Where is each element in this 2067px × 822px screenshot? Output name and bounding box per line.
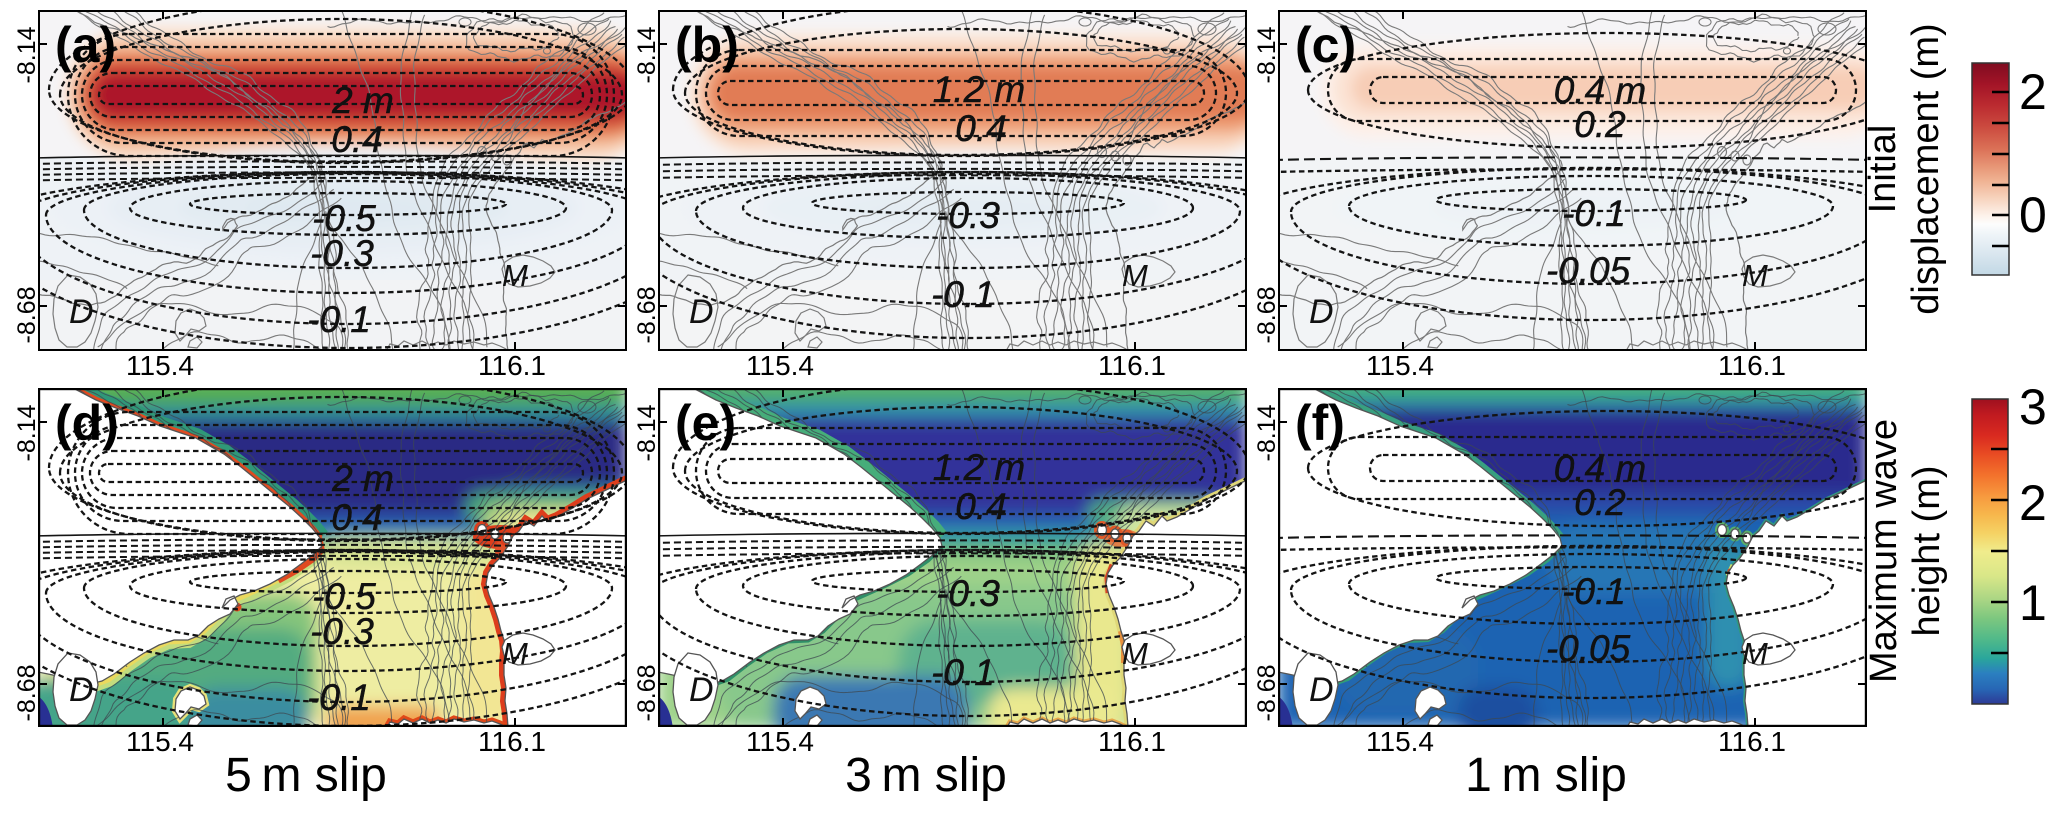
svg-text:0: 0 [2019, 187, 2047, 243]
svg-text:(c): (c) [1295, 17, 1356, 73]
svg-text:-0.1: -0.1 [931, 274, 995, 315]
svg-text:-8.14: -8.14 [633, 404, 661, 461]
svg-text:M: M [502, 258, 528, 293]
svg-text:1: 1 [2019, 575, 2047, 631]
svg-text:(a): (a) [55, 17, 116, 73]
svg-text:3 m slip: 3 m slip [845, 749, 1007, 802]
svg-text:-8.14: -8.14 [1253, 26, 1281, 83]
svg-text:-0.3: -0.3 [936, 195, 1000, 236]
svg-text:1 m slip: 1 m slip [1465, 749, 1627, 802]
svg-text:116.1: 116.1 [1718, 350, 1786, 381]
svg-text:(d): (d) [55, 395, 119, 451]
svg-text:2 m: 2 m [331, 458, 394, 499]
svg-text:0.4 m: 0.4 m [1554, 70, 1647, 111]
svg-text:115.4: 115.4 [746, 350, 814, 381]
svg-text:M: M [502, 636, 528, 671]
svg-text:116.1: 116.1 [1718, 726, 1786, 757]
svg-text:2 m: 2 m [331, 80, 394, 121]
svg-text:-8.68: -8.68 [1253, 665, 1281, 722]
svg-text:116.1: 116.1 [1098, 726, 1166, 757]
svg-text:115.4: 115.4 [1366, 350, 1434, 381]
svg-text:0.4: 0.4 [955, 108, 1006, 149]
svg-text:-8.68: -8.68 [13, 665, 41, 722]
svg-text:(f): (f) [1295, 395, 1345, 451]
svg-text:-0.1: -0.1 [1562, 193, 1626, 234]
svg-text:0.4: 0.4 [955, 486, 1006, 527]
svg-text:116.1: 116.1 [478, 350, 546, 381]
svg-text:0.2: 0.2 [1574, 482, 1626, 523]
svg-text:(e): (e) [675, 395, 736, 451]
svg-text:M: M [1122, 636, 1148, 671]
svg-text:M: M [1742, 258, 1768, 293]
svg-text:Initial: Initial [1862, 125, 1904, 214]
svg-text:-0.1: -0.1 [1562, 571, 1626, 612]
svg-text:0.4: 0.4 [331, 497, 382, 538]
svg-text:-0.5: -0.5 [312, 576, 376, 617]
svg-text:-0.3: -0.3 [310, 233, 374, 274]
svg-text:0.4: 0.4 [331, 119, 382, 160]
svg-text:-0.1: -0.1 [307, 677, 371, 718]
svg-text:(b): (b) [675, 17, 739, 73]
svg-text:height (m): height (m) [1906, 465, 1948, 636]
svg-text:-8.68: -8.68 [13, 287, 41, 344]
svg-text:-0.1: -0.1 [307, 299, 371, 340]
svg-text:-8.68: -8.68 [633, 287, 661, 344]
svg-text:D: D [1309, 671, 1334, 709]
svg-text:2: 2 [2019, 64, 2047, 120]
svg-text:115.4: 115.4 [126, 726, 194, 757]
svg-text:D: D [689, 293, 714, 331]
svg-text:displacement (m): displacement (m) [1905, 23, 1947, 314]
svg-text:Maximum wave: Maximum wave [1863, 419, 1905, 683]
svg-text:D: D [689, 671, 714, 709]
svg-text:-0.05: -0.05 [1546, 628, 1631, 669]
svg-text:1.2 m: 1.2 m [933, 447, 1026, 488]
svg-text:-0.3: -0.3 [936, 573, 1000, 614]
svg-text:-8.14: -8.14 [1253, 404, 1281, 461]
svg-text:D: D [1309, 293, 1334, 331]
svg-text:116.1: 116.1 [478, 726, 546, 757]
svg-text:-8.14: -8.14 [13, 26, 41, 83]
svg-text:-8.14: -8.14 [13, 404, 41, 461]
svg-text:115.4: 115.4 [1366, 726, 1434, 757]
svg-text:1.2 m: 1.2 m [933, 69, 1026, 110]
svg-text:-8.14: -8.14 [633, 26, 661, 83]
svg-text:-8.68: -8.68 [1253, 287, 1281, 344]
svg-text:115.4: 115.4 [126, 350, 194, 381]
svg-text:0.4 m: 0.4 m [1554, 448, 1647, 489]
svg-text:-0.5: -0.5 [312, 198, 376, 239]
svg-text:D: D [69, 293, 94, 331]
svg-text:116.1: 116.1 [1098, 350, 1166, 381]
svg-text:-8.68: -8.68 [633, 665, 661, 722]
svg-text:-0.1: -0.1 [931, 652, 995, 693]
svg-text:0.2: 0.2 [1574, 104, 1626, 145]
svg-text:-0.3: -0.3 [310, 611, 374, 652]
svg-text:D: D [69, 671, 94, 709]
svg-text:M: M [1742, 636, 1768, 671]
svg-text:5 m slip: 5 m slip [225, 749, 387, 802]
svg-text:M: M [1122, 258, 1148, 293]
svg-text:3: 3 [2019, 379, 2047, 435]
svg-text:-0.05: -0.05 [1546, 250, 1631, 291]
svg-text:115.4: 115.4 [746, 726, 814, 757]
svg-text:2: 2 [2019, 475, 2047, 531]
